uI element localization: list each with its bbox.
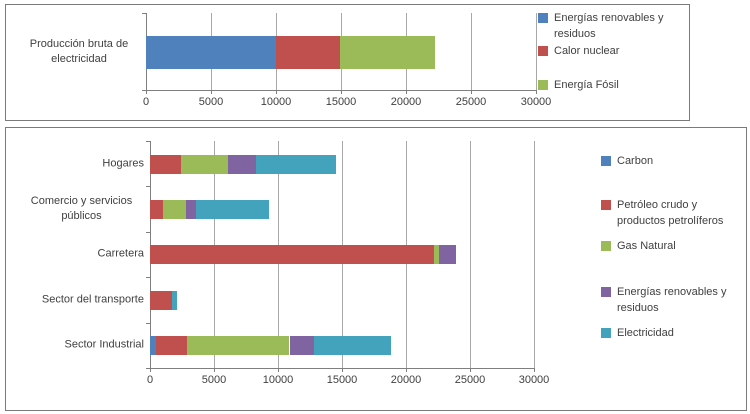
bar-segment[interactable]	[228, 154, 257, 174]
legend-item[interactable]: Calor nuclear	[538, 43, 674, 59]
x-tick-label: 5000	[198, 96, 224, 108]
x-tick-label: 25000	[455, 96, 487, 108]
axis-tick	[276, 90, 277, 94]
category-axis-tick	[142, 13, 146, 14]
x-axis-line	[150, 368, 534, 369]
bar-segment[interactable]	[439, 244, 456, 264]
legend-item[interactable]: Gas Natural	[601, 238, 737, 254]
axis-tick	[470, 368, 471, 372]
legend-swatch	[601, 200, 611, 210]
gridline	[534, 141, 535, 368]
axis-tick	[278, 368, 279, 372]
legend-item[interactable]: Electricidad	[601, 325, 737, 341]
x-tick-label: 20000	[390, 374, 422, 386]
bar-segment[interactable]	[185, 199, 196, 219]
bar-segment[interactable]	[313, 335, 391, 355]
legend-item[interactable]: Petróleo crudo y productos petrolíferos	[601, 197, 737, 229]
legend-item[interactable]: Energías renovables y residuos	[601, 284, 737, 316]
x-tick-label: 15000	[325, 96, 357, 108]
category-label: Hogares	[102, 157, 144, 170]
x-tick-label: 30000	[520, 96, 552, 108]
category-label: Producción bruta de electricidad	[29, 38, 129, 65]
legend-item[interactable]: Carbon	[601, 153, 737, 169]
legend-swatch	[601, 328, 611, 338]
category-axis-tick	[146, 231, 150, 233]
bar-segment[interactable]	[256, 154, 336, 174]
category-axis-tick	[146, 322, 150, 324]
bar-segment[interactable]	[187, 335, 290, 355]
legend-item-label: Petróleo crudo y productos petrolíferos	[617, 199, 724, 227]
bar-segment[interactable]	[150, 335, 157, 355]
bar-segment[interactable]	[180, 154, 229, 174]
bar-segment[interactable]	[150, 199, 163, 219]
legend-swatch	[538, 13, 548, 23]
category-label: Sector Industrial	[64, 338, 144, 351]
x-tick-label: 25000	[454, 374, 486, 386]
bar-segment[interactable]	[156, 335, 188, 355]
axis-tick	[341, 90, 342, 94]
category-axis-tick	[146, 141, 150, 142]
gridline	[470, 141, 471, 368]
bar-segment[interactable]	[289, 335, 314, 355]
bar-segment[interactable]	[162, 199, 186, 219]
x-tick-label: 20000	[390, 96, 422, 108]
axis-tick	[536, 90, 537, 94]
legend-swatch	[538, 80, 548, 90]
x-axis-line	[146, 90, 536, 91]
category-axis-tick	[146, 368, 150, 369]
legend-item-label: Energías renovables y residuos	[554, 12, 664, 40]
legend-swatch	[601, 156, 611, 166]
axis-tick	[406, 90, 407, 94]
category-label: Comercio y servicios públicos	[30, 195, 133, 222]
x-tick-label: 10000	[260, 96, 292, 108]
category-axis-tick	[146, 186, 150, 188]
category-label: Carretera	[97, 247, 144, 260]
bar-segment[interactable]	[150, 244, 435, 264]
axis-tick	[146, 90, 147, 94]
legend-item-label: Gas Natural	[617, 240, 676, 252]
legend-item[interactable]: Energía Fósil	[538, 77, 674, 93]
legend-swatch	[538, 46, 548, 56]
x-tick-label: 30000	[518, 374, 550, 386]
bar-segment[interactable]	[150, 290, 172, 310]
category-axis-tick	[146, 277, 150, 279]
axis-tick	[471, 90, 472, 94]
legend-item-label: Calor nuclear	[554, 45, 620, 57]
axis-tick	[534, 368, 535, 372]
bar-segment[interactable]	[196, 199, 270, 219]
x-tick-label: 15000	[326, 374, 358, 386]
chart-consumo-energia-por-sector[interactable]: 0 5000 10000 15000 20000 25000 30000 Hogares Com…	[5, 127, 747, 411]
bar-segment[interactable]	[171, 290, 177, 310]
legend-swatch	[601, 241, 611, 251]
x-tick-label: 10000	[262, 374, 294, 386]
legend-item-label: Energías renovables y residuos	[617, 286, 727, 314]
chart-produccion-bruta-electricidad[interactable]: 0 5000 10000 15000 20000 25000 30000 Producción…	[5, 4, 690, 121]
legend-item-label: Electricidad	[617, 327, 674, 339]
bar-segment[interactable]	[146, 35, 276, 69]
category-axis-tick	[142, 90, 146, 91]
axis-tick	[342, 368, 343, 372]
legend-item-label: Energía Fósil	[554, 79, 619, 91]
category-label: Sector del transporte	[41, 293, 144, 306]
x-tick-label: 5000	[201, 374, 227, 386]
x-tick-label: 0	[146, 374, 154, 386]
gridline	[471, 13, 472, 90]
bar-segment[interactable]	[276, 35, 340, 69]
legend-swatch	[601, 287, 611, 297]
legend-item[interactable]: Energías renovables y residuos	[538, 10, 674, 42]
bar-segment[interactable]	[150, 154, 181, 174]
axis-tick	[211, 90, 212, 94]
axis-tick	[150, 368, 151, 372]
gridline	[536, 13, 537, 90]
bar-segment[interactable]	[434, 244, 440, 264]
axis-tick	[214, 368, 215, 372]
legend-item-label: Carbon	[617, 155, 654, 167]
axis-tick	[406, 368, 407, 372]
x-tick-label: 0	[142, 96, 150, 108]
bar-segment[interactable]	[339, 35, 435, 69]
